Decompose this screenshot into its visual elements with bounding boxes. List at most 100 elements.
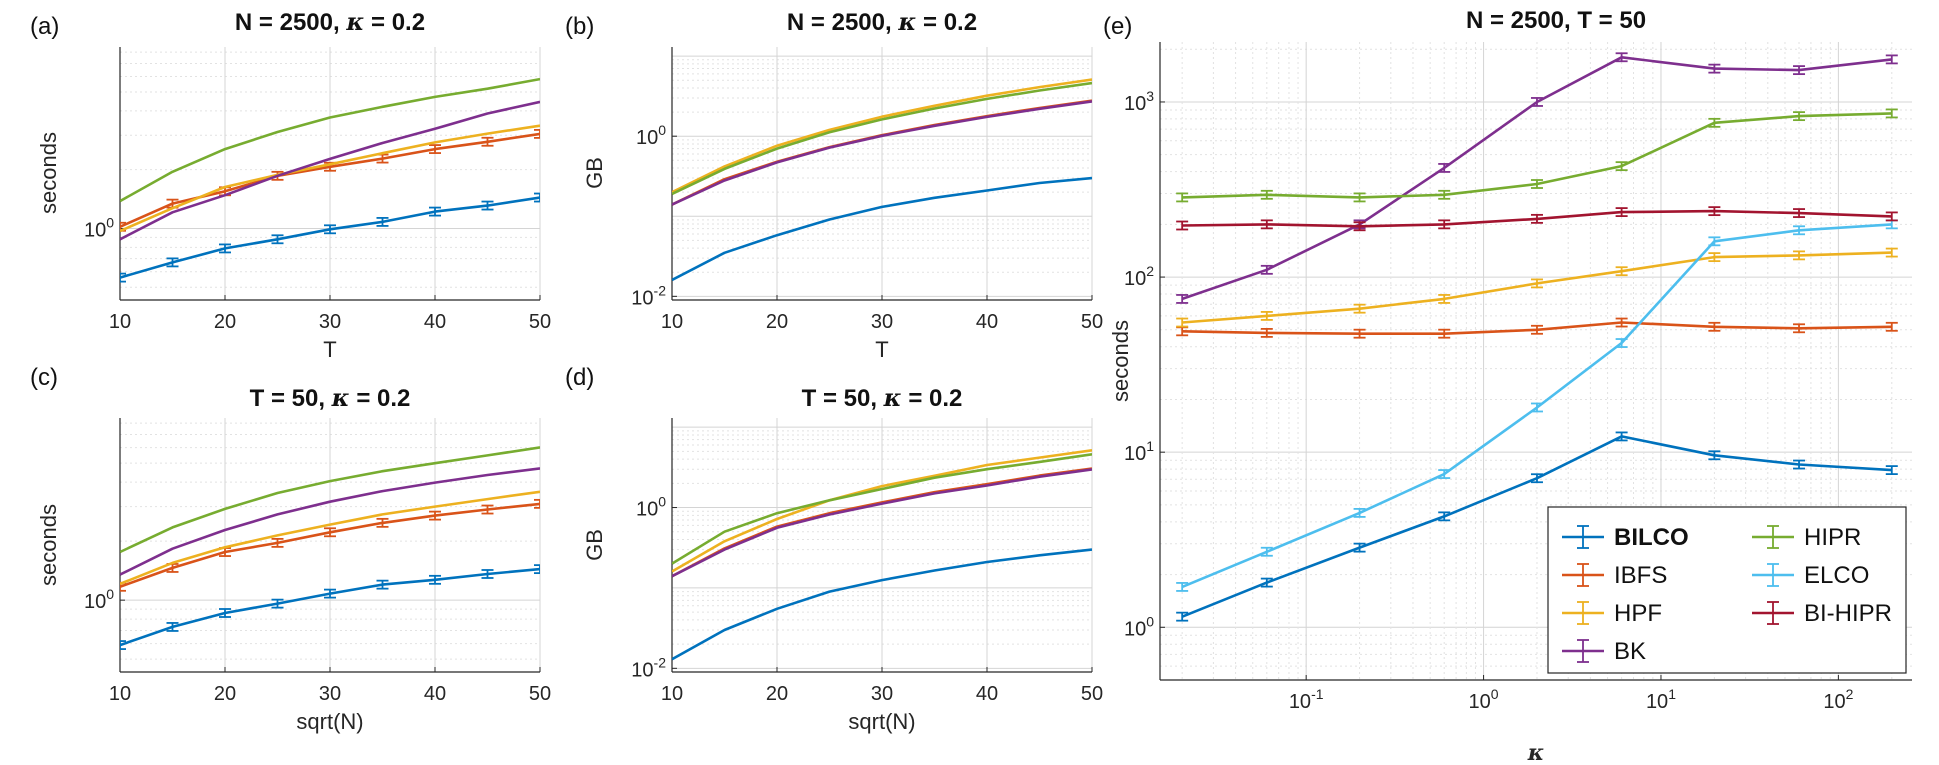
y-tick-label: 101 — [1124, 438, 1154, 465]
errorbar-bi-hipr — [1530, 213, 1543, 224]
y-tick-label: 100 — [1124, 613, 1154, 640]
errorbar-elco — [1353, 508, 1366, 518]
x-tick-label: 102 — [1823, 686, 1853, 713]
series-line-bilco — [672, 176, 1092, 282]
errorbar-ibfs — [481, 504, 494, 515]
errorbar-elco — [1260, 546, 1273, 557]
errorbar-hpf — [1176, 317, 1189, 328]
x-tick-label: 40 — [976, 311, 998, 333]
y-axis-label: seconds — [36, 504, 61, 586]
errorbar-bilco — [1353, 542, 1366, 553]
errorbar-ibfs — [376, 517, 389, 528]
errorbar-bi-hipr — [1615, 207, 1628, 217]
series-line-bk — [672, 100, 1092, 206]
x-tick-label: 10 — [661, 311, 683, 333]
y-tick-label: 10-2 — [631, 282, 666, 309]
errorbar-ibfs — [1530, 324, 1543, 335]
errorbar-ibfs — [429, 144, 441, 154]
errorbar-bilco — [429, 574, 441, 585]
series-group — [672, 78, 1092, 282]
x-tick-label: 30 — [871, 683, 893, 705]
panel-letter: (d) — [565, 364, 594, 391]
errorbar-bilco — [1176, 611, 1189, 622]
errorbar-bilco — [166, 257, 179, 268]
errorbar-hpf — [1708, 252, 1721, 263]
panel-letter: (e) — [1103, 13, 1132, 40]
grid — [671, 418, 1093, 673]
series-line-hipr — [672, 81, 1092, 196]
x-tick-label: 20 — [766, 683, 788, 705]
panel-letter: (a) — [30, 13, 59, 40]
errorbar-bilco — [1708, 450, 1721, 461]
errorbar-hipr — [1176, 192, 1189, 203]
series-line-hpf — [120, 490, 540, 586]
errorbar-ibfs — [429, 510, 441, 521]
panel-letter: (c) — [30, 364, 58, 391]
y-axis-label: GB — [582, 529, 607, 561]
series-line-hipr — [120, 446, 540, 554]
errorbar-elco — [1530, 402, 1543, 413]
x-axis-label: κ — [1527, 740, 1545, 765]
errorbar-bilco — [376, 579, 389, 590]
errorbar-bi-hipr — [1708, 206, 1721, 217]
errorbar-bilco — [1260, 577, 1273, 588]
errorbar-bilco — [271, 234, 284, 245]
errorbar-hipr — [1708, 117, 1721, 128]
series-line-hipr — [672, 453, 1092, 565]
errorbar-elco — [1438, 469, 1451, 479]
errorbar-bilco — [1530, 473, 1543, 484]
errorbar-ibfs — [534, 128, 540, 139]
y-axis-label: GB — [582, 157, 607, 189]
errorbar-ibfs — [1615, 317, 1628, 328]
errorbar-hpf — [1353, 303, 1366, 314]
errorbar-bilco — [534, 192, 540, 203]
errorbar-ibfs — [271, 537, 284, 548]
grid — [119, 47, 541, 300]
errorbar-bilco — [120, 640, 126, 650]
errorbar-bilco — [219, 243, 231, 254]
errorbar-hipr — [1885, 108, 1898, 119]
errorbar-hipr — [1353, 192, 1366, 203]
y-tick-label: 100 — [84, 586, 114, 613]
errorbar-bilco — [120, 272, 126, 283]
series-line-hpf — [672, 449, 1092, 573]
series-line-bk — [120, 100, 540, 241]
errorbar-ibfs — [120, 221, 126, 232]
x-tick-label: 50 — [1081, 311, 1103, 333]
series-line-bk — [672, 468, 1092, 578]
legend-entry-bilco: BILCO — [1562, 524, 1689, 551]
panel-title: N = 2500, κ = 0.2 — [787, 7, 977, 36]
panel-d: 10 20 30 40 50 10-2 100 sqrt(N) GB (d) T = 50, κ =… — [565, 364, 1103, 734]
errorbar-elco — [1793, 225, 1806, 236]
x-tick-label: 50 — [529, 311, 551, 333]
errorbar-hipr — [1438, 189, 1451, 200]
x-axis-label: sqrt(N) — [296, 709, 363, 734]
errorbar-ibfs — [1708, 321, 1721, 332]
legend-label: BI-HIPR — [1804, 600, 1892, 627]
errorbar-ibfs — [1438, 328, 1451, 339]
errorbar-hpf — [1793, 250, 1806, 261]
errorbar-bk — [1530, 97, 1543, 107]
series-line-bk — [120, 467, 540, 576]
errorbar-bi-hipr — [1176, 220, 1189, 231]
x-tick-label: 20 — [214, 683, 236, 705]
panel-e: 10-1 100 101 102 100 101 102 103 κ seconds (e) N = … — [1103, 7, 1912, 765]
errorbar-bk — [1260, 264, 1273, 275]
errorbar-elco — [1615, 338, 1628, 348]
panel-title: N = 2500, T = 50 — [1466, 7, 1646, 34]
errorbar-bk — [1885, 54, 1898, 65]
x-tick-label: 30 — [871, 311, 893, 333]
x-tick-label: 10 — [661, 683, 683, 705]
x-axis-label: T — [875, 337, 888, 362]
errorbar-bi-hipr — [1885, 211, 1898, 222]
errorbar-hipr — [1530, 179, 1543, 189]
errorbar-hipr — [1260, 189, 1273, 200]
errorbar-ibfs — [1885, 321, 1898, 332]
errorbar-bilco — [429, 206, 441, 217]
legend-entry-ibfs: IBFS — [1562, 562, 1667, 589]
x-tick-label: 40 — [424, 311, 446, 333]
errorbar-bilco — [324, 588, 336, 599]
x-tick-label: 20 — [214, 311, 236, 333]
grid — [119, 418, 541, 672]
